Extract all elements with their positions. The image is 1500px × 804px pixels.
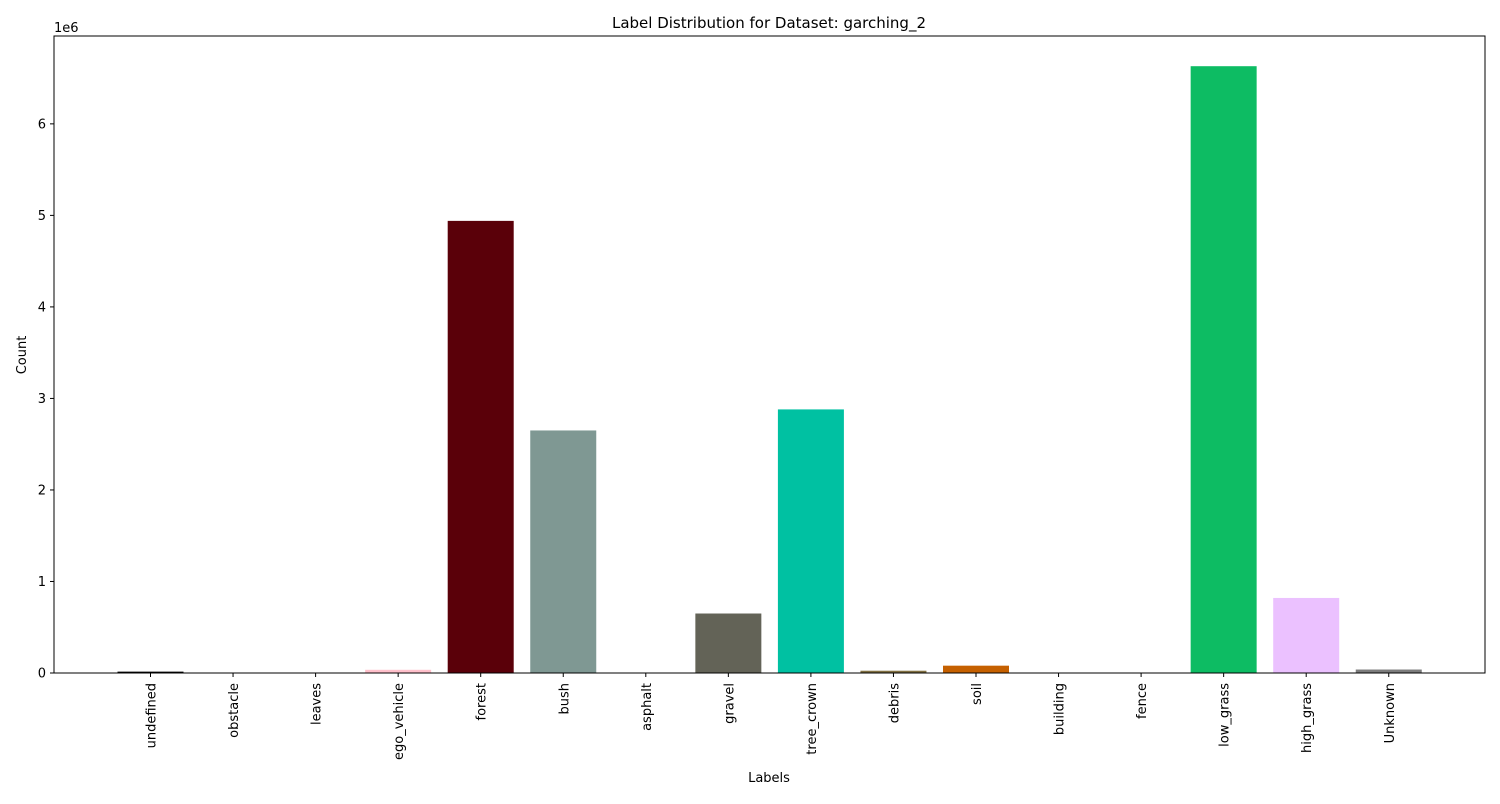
x-tick-label: tree_crown <box>805 683 820 755</box>
plot-frame <box>54 36 1485 673</box>
x-tick-label: undefined <box>145 683 160 748</box>
x-tick-label: Unknown <box>1383 683 1398 743</box>
y-tick-label: 6 <box>38 117 46 132</box>
y-tick-label: 4 <box>38 300 46 315</box>
bar-high_grass <box>1273 598 1339 673</box>
y-tick-label: 2 <box>38 483 46 498</box>
x-tick-label: ego_vehicle <box>392 683 407 760</box>
x-tick-label: debris <box>887 683 902 723</box>
y-axis-scale-label: 1e6 <box>54 21 79 36</box>
bar-soil <box>943 666 1009 673</box>
bar-gravel <box>695 614 761 673</box>
bar-forest <box>448 221 514 673</box>
x-tick-label: fence <box>1135 683 1150 719</box>
bar-Unknown <box>1356 670 1422 673</box>
x-tick-label: obstacle <box>227 683 242 738</box>
x-tick-label: building <box>1053 683 1068 735</box>
y-axis-label: Count <box>15 336 30 375</box>
y-tick-label: 3 <box>38 392 46 407</box>
bar-bush <box>530 430 596 673</box>
x-tick-label: high_grass <box>1300 683 1315 753</box>
y-tick-label: 1 <box>38 575 46 590</box>
bars-layer <box>118 66 1422 673</box>
x-tick-label: soil <box>970 683 985 705</box>
bar-low_grass <box>1191 66 1257 673</box>
x-tick-label: low_grass <box>1218 683 1233 747</box>
x-tick-label: leaves <box>310 683 325 725</box>
x-axis-label: Labels <box>748 771 790 786</box>
chart-title: Label Distribution for Dataset: garching… <box>612 14 926 33</box>
y-tick-label: 5 <box>38 209 46 224</box>
y-tick-label: 0 <box>38 667 46 682</box>
x-tick-label: gravel <box>722 683 737 724</box>
bar-tree_crown <box>778 409 844 673</box>
x-tick-label: asphalt <box>640 683 655 731</box>
x-tick-label: bush <box>557 683 572 715</box>
x-tick-label: forest <box>475 683 490 720</box>
